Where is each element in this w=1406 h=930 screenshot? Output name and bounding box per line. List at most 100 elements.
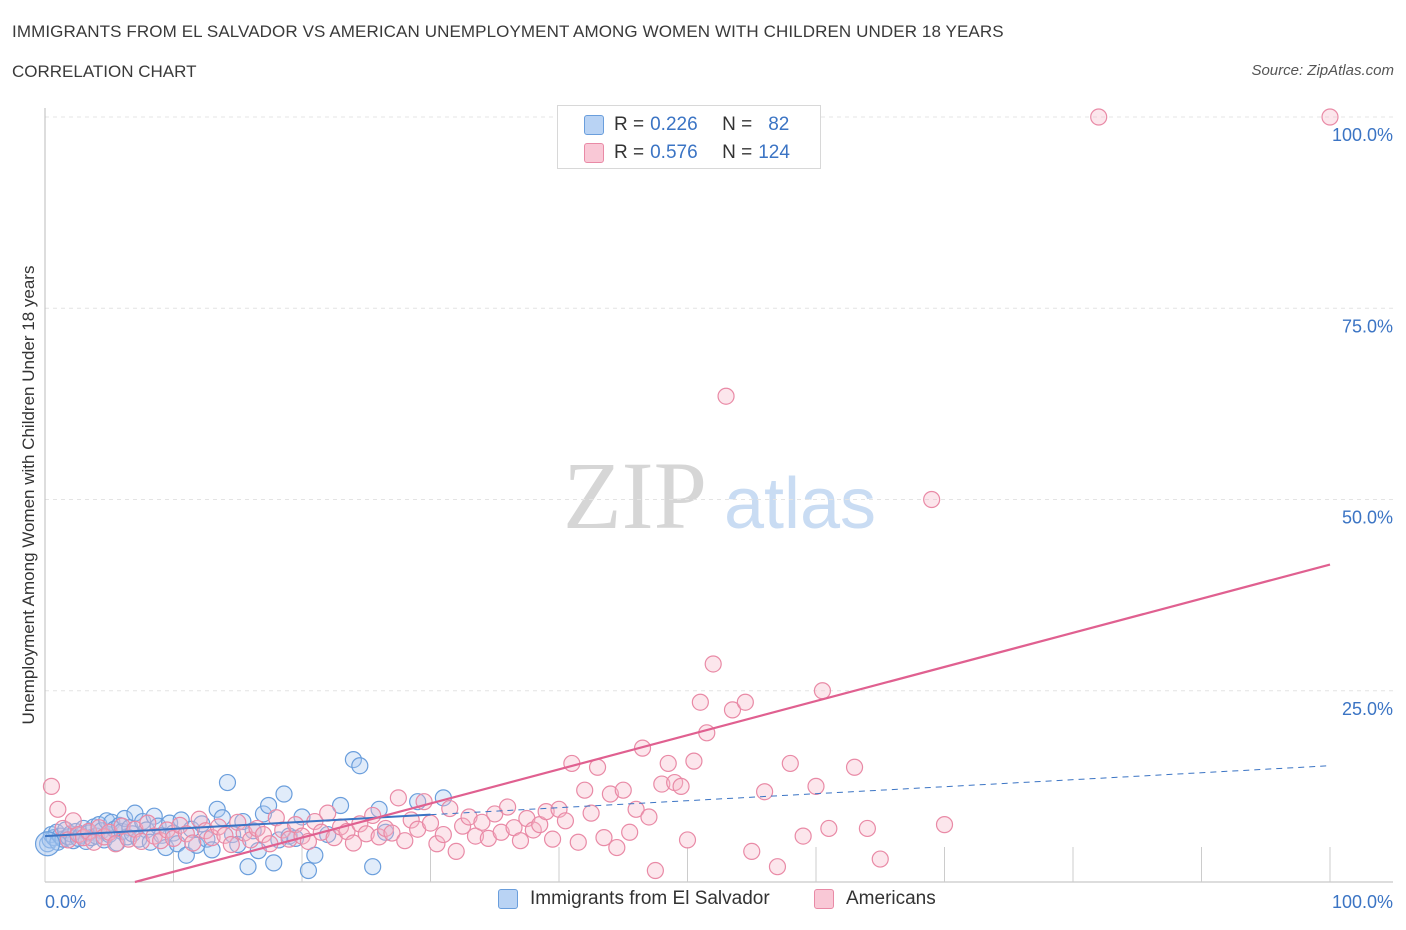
data-point <box>601 785 620 803</box>
data-point <box>858 819 877 838</box>
data-point <box>794 827 812 845</box>
watermark: ZIP atlas <box>563 442 876 549</box>
data-point <box>608 838 626 857</box>
tick-labels: 100.0% 75.0% 50.0% 25.0% 0.0% 100.0% <box>45 125 1393 912</box>
blue-swatch <box>584 115 604 135</box>
watermark-atlas: atlas <box>724 464 876 544</box>
axes <box>44 108 1393 883</box>
data-point <box>299 861 318 880</box>
data-point <box>364 858 382 876</box>
data-point <box>454 817 472 835</box>
data-point <box>627 800 645 818</box>
data-point <box>723 701 742 719</box>
data-point <box>781 754 799 773</box>
data-point <box>441 799 459 818</box>
data-point <box>923 490 941 509</box>
grid-lines <box>45 116 1393 692</box>
data-point <box>434 825 452 844</box>
data-point <box>537 803 555 821</box>
y-tick-label: 100.0% <box>1332 125 1393 145</box>
data-point <box>254 805 273 823</box>
data-point <box>49 800 67 818</box>
data-point <box>216 826 234 844</box>
data-point <box>389 789 407 807</box>
y-tick-label: 50.0% <box>1342 508 1393 528</box>
source-credit: Source: ZipAtlas.com <box>1251 62 1394 79</box>
data-point <box>582 804 600 822</box>
data-point <box>678 831 697 849</box>
pink-swatch <box>584 143 604 163</box>
y-tick-label: 25.0% <box>1342 699 1393 719</box>
data-point <box>845 758 864 776</box>
blue-swatch <box>498 889 518 909</box>
data-point <box>275 785 293 803</box>
pink-swatch <box>814 889 834 909</box>
data-point <box>717 387 735 405</box>
trend-line-el-salvador <box>44 813 431 838</box>
data-point <box>576 781 594 799</box>
data-point <box>208 800 226 818</box>
legend-item-americans[interactable]: Americans <box>814 888 936 910</box>
data-point <box>614 781 632 799</box>
data-point <box>543 830 562 848</box>
data-point <box>813 682 832 700</box>
data-point <box>1321 108 1339 126</box>
data-point <box>691 693 709 711</box>
n-label: N = <box>722 114 753 135</box>
data-point <box>344 750 362 769</box>
data-point <box>145 807 163 825</box>
data-point <box>421 814 440 832</box>
data-point <box>646 861 664 880</box>
data-point <box>254 825 273 844</box>
watermark-zip: ZIP <box>563 442 707 549</box>
data-point <box>511 832 530 850</box>
data-point <box>569 833 587 851</box>
data-point <box>218 773 237 792</box>
data-point <box>499 798 517 816</box>
data-point <box>80 822 98 841</box>
legend-label: Americans <box>846 888 936 909</box>
data-point <box>492 823 510 841</box>
data-point <box>871 850 889 868</box>
r-label: R = <box>614 114 645 135</box>
data-point <box>768 858 787 876</box>
data-point <box>132 832 150 851</box>
data-point-cluster <box>34 831 61 857</box>
legend-item-el-salvador[interactable]: Immigrants from El Salvador <box>498 888 770 910</box>
n-value: 82 <box>768 114 790 135</box>
data-point <box>653 775 671 793</box>
data-point <box>306 846 324 864</box>
series-americans <box>42 108 1339 880</box>
data-point <box>807 777 825 795</box>
data-point <box>222 835 240 854</box>
n-label: N = <box>722 142 753 163</box>
r-label: R = <box>614 142 645 163</box>
data-point <box>331 796 350 815</box>
data-point <box>428 835 446 853</box>
data-point <box>698 724 716 742</box>
n-value: 124 <box>758 142 790 163</box>
data-point <box>351 757 369 775</box>
stats-legend: R = 0.226 N = 82 R = 0.576 N = 124 <box>557 105 821 169</box>
data-point <box>473 813 491 831</box>
data-point <box>396 832 414 850</box>
data-point <box>672 777 690 795</box>
trend-lines <box>44 563 1331 884</box>
stats-row-pink: R = 0.576 N = 124 <box>584 141 790 165</box>
y-tick-label: 75.0% <box>1342 316 1393 336</box>
chart-title: IMMIGRANTS FROM EL SALVADOR VS AMERICAN … <box>12 22 1004 41</box>
data-point <box>177 825 195 843</box>
data-point <box>344 834 362 852</box>
data-point <box>42 777 61 795</box>
x-tick-label: 100.0% <box>1332 892 1393 912</box>
r-value: 0.576 <box>650 142 698 163</box>
data-point <box>203 829 221 847</box>
data-point <box>203 841 221 859</box>
data-point <box>621 823 639 841</box>
data-point <box>820 819 838 838</box>
stats-row-blue: R = 0.226 N = 82 <box>584 113 789 137</box>
data-point <box>466 827 485 845</box>
data-point <box>640 808 658 826</box>
chart-subtitle: CORRELATION CHART <box>12 62 197 81</box>
